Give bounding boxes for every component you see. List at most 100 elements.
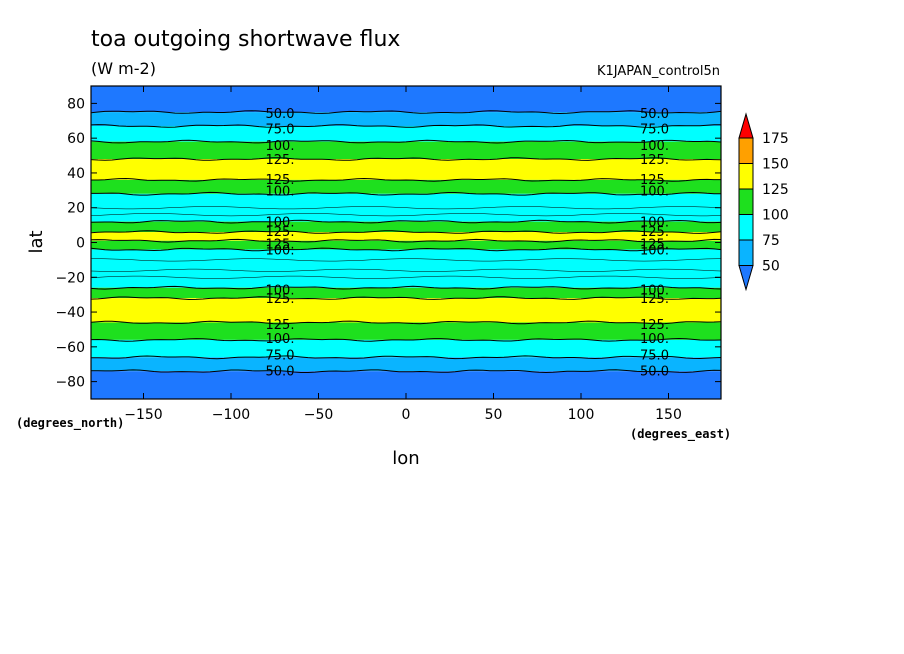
y-axis-label: lat	[26, 230, 47, 253]
contour-label: 75.0	[266, 123, 295, 138]
contour-line-3	[91, 157, 721, 161]
contour-label: 75.0	[640, 349, 669, 364]
contour-label: 100.	[266, 216, 295, 231]
contour-label: 75.0	[266, 349, 295, 364]
y-tick-label: −40	[55, 305, 85, 321]
contour-label: 125.	[266, 318, 295, 333]
run-name: K1JAPAN_control5n	[597, 64, 720, 79]
contour-label: 125.	[266, 153, 295, 168]
colorbar-tick-label: 50	[762, 259, 780, 275]
contour-line-7	[91, 230, 721, 234]
contour-line-13	[91, 337, 721, 342]
colorbar-tick-label: 150	[762, 157, 789, 173]
contour-label: 100.	[640, 139, 669, 154]
contour-line-minor-0	[91, 206, 721, 210]
colorbar-under-triangle	[738, 265, 754, 292]
band-15	[91, 357, 721, 372]
colorbar: 175 150 125 100 75 50	[738, 112, 789, 292]
colorbar-tick-label: 175	[762, 131, 789, 147]
contour-line-11	[91, 296, 721, 301]
band-10	[91, 249, 721, 288]
y-axis-ticks: 80 60 40 20 0 −20 −40 −60 −80	[55, 96, 721, 391]
x-tick-label: 150	[655, 407, 682, 423]
colorbar-segment	[738, 163, 754, 190]
colorbar-segment	[738, 188, 754, 215]
contour-label: 125.	[640, 237, 669, 252]
contour-line-minor-3	[91, 268, 721, 272]
y-tick-label: 80	[67, 96, 85, 112]
band-9	[91, 240, 721, 250]
contour-label: 100.	[640, 243, 669, 258]
x-tick-label: 100	[568, 407, 595, 423]
colorbar-segment	[738, 239, 754, 266]
y-tick-label: 20	[67, 201, 85, 217]
contour-label: 100.	[266, 184, 295, 199]
chart-title: toa outgoing shortwave flux	[91, 27, 400, 52]
contour-line-15	[91, 369, 721, 374]
y-tick-label: −80	[55, 375, 85, 391]
x-tick-label: −100	[212, 407, 250, 423]
x-axis-ticks: −150 −100 −50 0 50 100 150	[124, 86, 682, 423]
colorbar-tick-label: 125	[762, 182, 789, 198]
x-tick-label: 0	[402, 407, 411, 423]
contour-line-1	[91, 124, 721, 128]
band-12	[91, 298, 721, 323]
contour-label: 100.	[640, 283, 669, 298]
band-11	[91, 287, 721, 299]
colorbar-segment	[738, 214, 754, 241]
contour-line-10	[91, 285, 721, 290]
contour-label: 125.	[266, 292, 295, 307]
contour-label: 50.0	[640, 364, 669, 379]
contour-label: 125.	[640, 292, 669, 307]
colorbar-tick-label: 100	[762, 208, 789, 224]
contour-line-2	[91, 139, 721, 144]
contour-line-6	[91, 219, 721, 224]
y-tick-label: 60	[67, 131, 85, 147]
contour-line-minor-2	[91, 258, 721, 262]
contour-line-9	[91, 247, 721, 252]
band-1	[91, 112, 721, 126]
contour-label: 75.0	[640, 123, 669, 138]
contour-label: 100.	[266, 332, 295, 347]
contour-line-5	[91, 191, 721, 196]
contour-label: 125.	[266, 225, 295, 240]
y-tick-label: 40	[67, 166, 85, 182]
contour-label: 100.	[640, 332, 669, 347]
contour-line-4	[91, 177, 721, 182]
y-tick-label: −20	[55, 270, 85, 286]
x-tick-label: 50	[485, 407, 503, 423]
filled-bands	[91, 86, 721, 399]
band-3	[91, 141, 721, 160]
x-axis-units: (degrees_east)	[630, 427, 731, 442]
contour-label: 125.	[640, 173, 669, 188]
contour-label: 125.	[640, 318, 669, 333]
contour-label: 100.	[640, 184, 669, 199]
contour-label: 100.	[266, 283, 295, 298]
contour-line-minor-1	[91, 213, 721, 217]
colorbar-tick-label: 75	[762, 233, 780, 249]
band-8	[91, 232, 721, 241]
band-7	[91, 221, 721, 233]
contour-label: 50.0	[266, 107, 295, 122]
contour-label: 125.	[266, 173, 295, 188]
contour-line-0	[91, 110, 721, 115]
contour-label: 100.	[640, 216, 669, 231]
contour-lines	[91, 110, 721, 374]
contour-label: 50.0	[266, 364, 295, 379]
colorbar-over-triangle	[738, 112, 754, 139]
band-2	[91, 125, 721, 142]
band-5	[91, 179, 721, 194]
band-4	[91, 159, 721, 180]
contour-label: 100.	[266, 243, 295, 258]
contour-label: 125.	[640, 153, 669, 168]
band-13	[91, 322, 721, 340]
contour-line-minor-4	[91, 275, 721, 279]
y-tick-label: −60	[55, 340, 85, 356]
y-tick-label: 0	[76, 236, 85, 252]
contour-line-8	[91, 238, 721, 243]
colorbar-segment	[738, 137, 754, 164]
contour-label: 100.	[266, 139, 295, 154]
x-tick-label: −150	[124, 407, 162, 423]
